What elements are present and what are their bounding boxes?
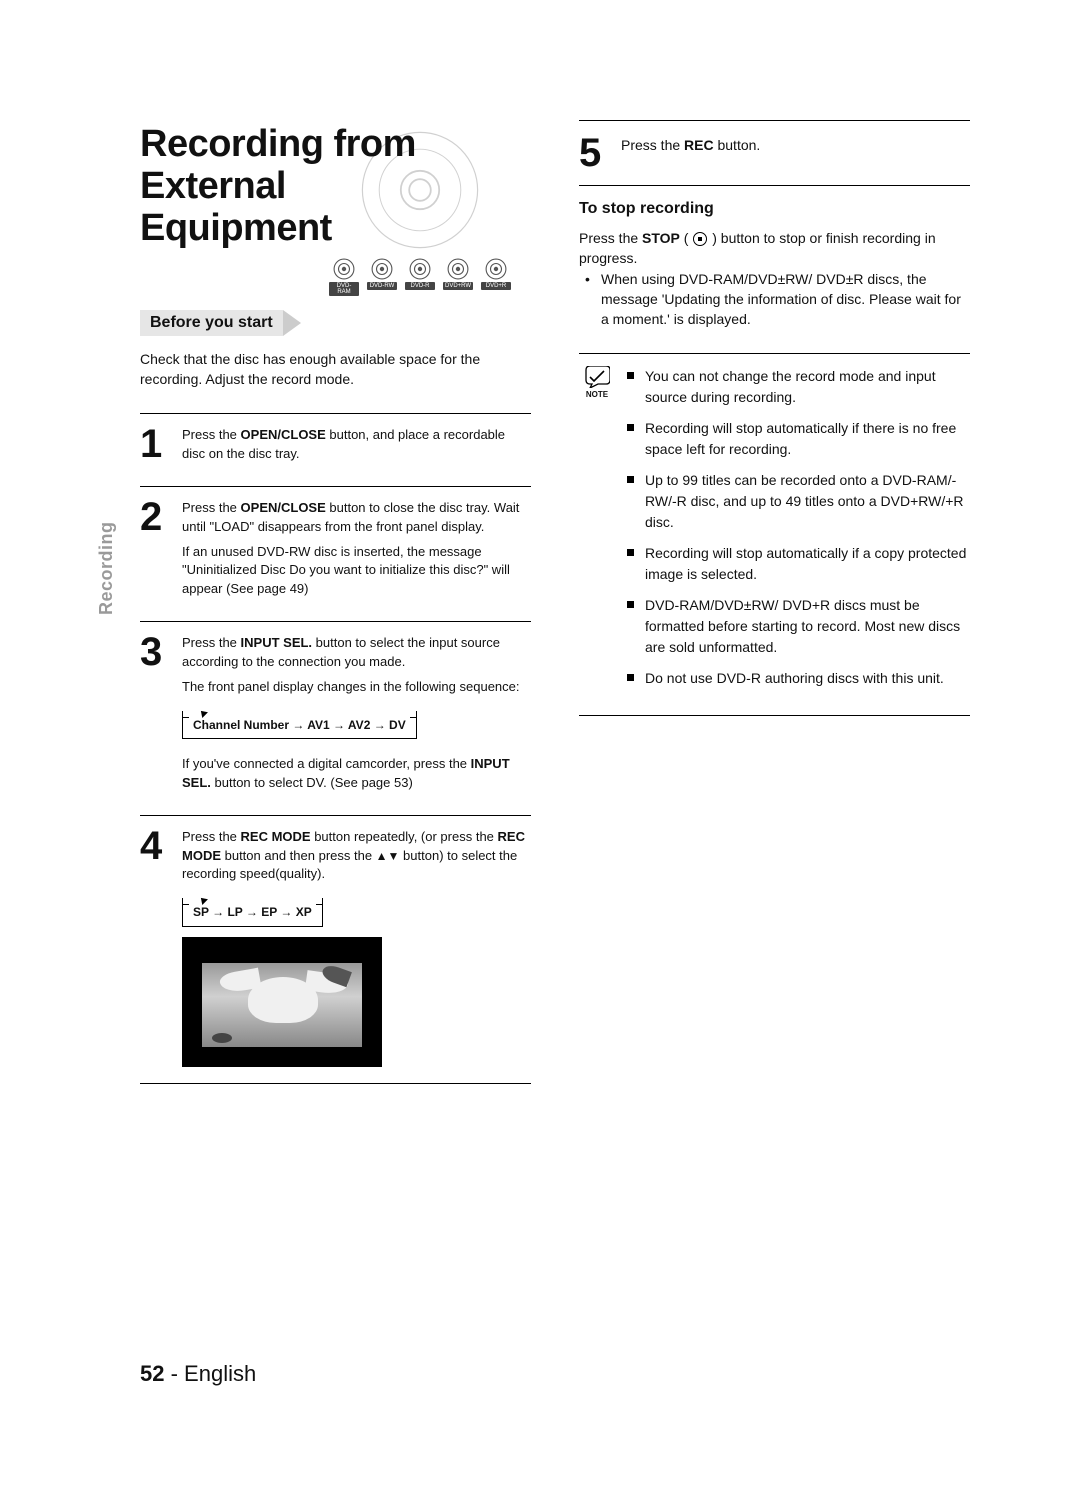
step-body: Press the OPEN/CLOSE button to close the… [182,499,531,605]
section-heading: Before you start [140,310,531,336]
t: ( [680,230,689,246]
t: Press the [182,829,241,844]
t: The front panel display changes in the f… [182,678,531,697]
disc-icon: DVD-RW [367,258,397,296]
page-title: Recording from External Equipment [140,120,470,249]
step-2: 2 Press the OPEN/CLOSE button to close t… [140,486,531,621]
stop-bullets: When using DVD-RAM/DVD±RW/ DVD±R discs, … [579,269,970,330]
stop-text: Press the STOP ( ) button to stop or fin… [579,228,970,269]
left-column: Recording from External Equipment DVD-RA… [140,120,531,1084]
sequence-box: SP → LP → EP → XP [182,904,323,926]
page-lang: English [184,1361,256,1386]
disc-icons-row: DVD-RAM DVD-RW DVD-R DVD+RW DVD+R [140,258,531,296]
intro-text: Check that the disc has enough available… [140,350,531,389]
record-mode-screenshot: Record Mode XP (01:11) ▲▼ [182,937,382,1067]
t: Press the [182,500,241,515]
page-number: 52 [140,1361,164,1386]
t: button repeatedly, (or press the [311,829,498,844]
t: If an unused DVD-RW disc is inserted, th… [182,543,531,600]
note-item: You can not change the record mode and i… [627,366,970,408]
step-number: 5 [579,135,609,171]
page-content: Recording from External Equipment DVD-RA… [0,0,1080,1084]
disc-label: DVD-RW [367,282,397,290]
step-4: 4 Press the REC MODE button repeatedly, … [140,815,531,1084]
note-label: NOTE [579,390,615,399]
note-mark: NOTE [579,366,615,699]
disc-label: DVD-R [405,282,435,290]
t: INPUT SEL. [241,635,313,650]
t: Press the [182,427,241,442]
arrow-icon [283,310,309,336]
disc-icon: DVD-R [405,258,435,296]
disc-label: DVD+RW [443,282,473,290]
step-1: 1 Press the OPEN/CLOSE button, and place… [140,413,531,486]
sequence-box: Channel Number → AV1 → AV2 → DV [182,717,417,739]
osd-value: XP (01:11) [258,941,296,954]
t: OPEN/CLOSE [241,427,326,442]
note-list: You can not change the record mode and i… [627,366,970,699]
step-number: 2 [140,499,170,605]
step-body: Press the REC button. [621,135,970,171]
sequence-text: Channel Number → AV1 → AV2 → DV [193,718,406,732]
t: button to select DV. (See page 53) [211,775,413,790]
disc-icon: DVD-RAM [329,258,359,296]
updown-icon: ▲▼ [376,849,400,863]
step-body: Press the REC MODE button repeatedly, (o… [182,828,531,1067]
t: - [164,1361,184,1386]
disc-icon: DVD+R [481,258,511,296]
bullet: When using DVD-RAM/DVD±RW/ DVD±R discs, … [591,269,970,330]
page-footer: 52 - English [140,1361,256,1387]
step-3: 3 Press the INPUT SEL. button to select … [140,621,531,815]
step-body: Press the INPUT SEL. button to select th… [182,634,531,799]
t: STOP [642,230,680,246]
note-item: Do not use DVD-R authoring discs with th… [627,668,970,689]
disc-icon: DVD+RW [443,258,473,296]
stop-btn-icon [693,232,707,246]
t: button and then press the [221,848,376,863]
t: REC MODE [241,829,311,844]
t: Press the [182,635,241,650]
title-box: Recording from External Equipment [140,120,470,240]
note-box: NOTE You can not change the record mode … [579,353,970,716]
t: If you've connected a digital camcorder,… [182,756,471,771]
note-item: Recording will stop automatically if the… [627,418,970,460]
t: button. [714,137,761,153]
osd-label: Record Mode [206,941,252,954]
right-column: 5 Press the REC button. To stop recordin… [579,120,970,1084]
section-title: Before you start [140,310,283,336]
disc-label: DVD+R [481,282,511,290]
note-item: Up to 99 titles can be recorded onto a D… [627,470,970,533]
t: Press the [621,137,684,153]
osd-updown-icon: ▲▼ [302,941,309,952]
stop-heading: To stop recording [579,200,970,218]
t: Press the [579,230,642,246]
t: OPEN/CLOSE [241,500,326,515]
step-number: 4 [140,828,170,1067]
step-body: Press the OPEN/CLOSE button, and place a… [182,426,531,470]
disc-label: DVD-RAM [329,282,359,296]
sequence-text: SP → LP → EP → XP [193,905,312,919]
note-item: Recording will stop automatically if a c… [627,543,970,585]
note-icon [584,366,610,388]
t: REC [684,137,714,153]
step-number: 3 [140,634,170,799]
step-5: 5 Press the REC button. [579,120,970,186]
step-number: 1 [140,426,170,470]
note-item: DVD-RAM/DVD±RW/ DVD+R discs must be form… [627,595,970,658]
side-tab: Recording [96,521,117,615]
